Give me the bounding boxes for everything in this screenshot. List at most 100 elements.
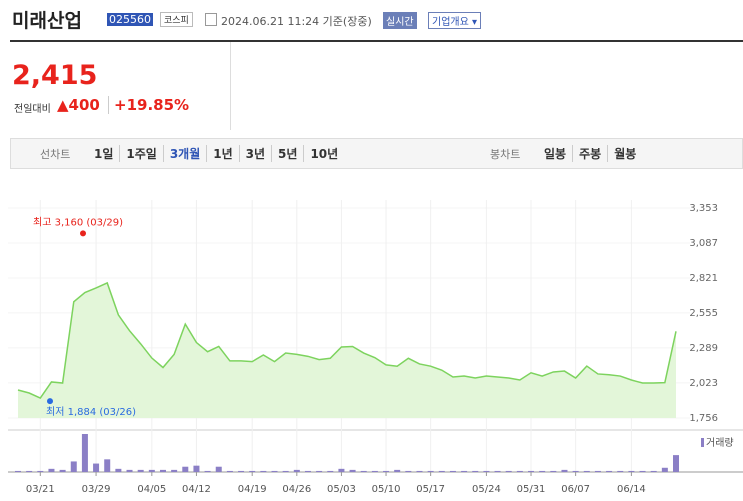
volume-bar [338, 468, 345, 472]
volume-bar [583, 470, 590, 472]
volume-bar [405, 470, 412, 472]
header-rule [10, 40, 743, 42]
volume-bar [126, 469, 133, 472]
y-tick-label: 2,289 [689, 343, 718, 354]
volume-bar [104, 459, 111, 472]
x-tick-label: 05/24 [472, 484, 501, 495]
x-tick-label: 06/14 [617, 484, 646, 495]
volume-bar [427, 470, 434, 472]
volume-bar [572, 470, 579, 472]
y-tick-label: 2,821 [689, 273, 718, 284]
area [18, 282, 676, 418]
volume-bar [81, 434, 88, 472]
volume-bar [416, 470, 423, 472]
y-tick-label: 2,023 [689, 378, 718, 389]
period-tab[interactable]: 3개월 [162, 145, 206, 162]
volume-bar [528, 470, 535, 472]
line-tab-label: 선차트 [40, 148, 71, 161]
volume-bar [561, 469, 568, 472]
volume-bar [215, 466, 222, 472]
period-tab[interactable]: 주봉 [572, 145, 607, 162]
volume-bar [461, 470, 468, 472]
x-tick-label: 03/29 [82, 484, 111, 495]
price-line [17, 281, 677, 399]
volume-bar [516, 470, 523, 472]
x-tick-label: 04/26 [282, 484, 311, 495]
volume-bar [650, 470, 657, 472]
stock-name: 미래산업 [12, 10, 82, 32]
tab-bar [10, 138, 743, 169]
volume-bar [617, 470, 624, 472]
volume-bar [449, 470, 456, 472]
market-badge: 코스피 [160, 12, 193, 27]
company-info-button[interactable]: 기업개요 ▾ [428, 12, 482, 29]
x-tick-label: 04/12 [182, 484, 211, 495]
volume-bar [238, 470, 245, 472]
volume-bar [360, 470, 367, 472]
x-tick-label: 04/19 [238, 484, 267, 495]
candle-periods: 일봉 주봉 월봉 [538, 145, 642, 162]
y-tick-label: 2,555 [689, 308, 718, 319]
volume-bar [148, 469, 155, 472]
volume-bar [483, 470, 490, 472]
volume-bar [539, 470, 546, 472]
change-rate: +19.85% [108, 96, 189, 114]
y-tick-label: 3,353 [689, 203, 718, 214]
stock-code: 025560 [107, 13, 153, 26]
volume-bar [15, 470, 21, 472]
volume-bar [293, 469, 300, 472]
volume-bar [438, 470, 445, 472]
low-annotation: 최저 1,884 (03/26) [46, 406, 136, 418]
volume-bar [182, 466, 189, 472]
period-tab[interactable]: 일봉 [544, 147, 567, 161]
volume-bar [260, 470, 267, 472]
x-tick-label: 04/05 [137, 484, 166, 495]
x-tick-label: 03/21 [26, 484, 55, 495]
volume-bar [193, 465, 200, 472]
volume-bar [661, 467, 668, 472]
y-tick-label: 1,756 [689, 413, 718, 424]
volume-bar [673, 455, 679, 472]
volume-bar [371, 470, 378, 472]
high-annotation: 최고 3,160 (03/29) [33, 216, 123, 228]
quote-box [10, 42, 231, 130]
change-value: 400 [68, 96, 100, 114]
volume-bar [159, 469, 166, 472]
period-tab[interactable]: 10년 [303, 145, 344, 162]
period-tab[interactable]: 1년 [206, 145, 238, 162]
volume-bar [226, 470, 233, 472]
volume-legend-swatch [701, 438, 704, 447]
volume-bar [628, 470, 635, 472]
period-tab[interactable]: 월봉 [607, 145, 642, 162]
volume-bar [550, 470, 557, 472]
x-tick-label: 05/17 [416, 484, 445, 495]
low-marker [47, 398, 53, 405]
volume-bar [204, 470, 211, 472]
x-tick-label: 05/10 [372, 484, 401, 495]
timestamp: 2024.06.21 11:24 기준(장중) [221, 15, 372, 28]
x-tick-label: 05/03 [327, 484, 356, 495]
volume-bar [304, 470, 311, 472]
y-tick-label: 3,087 [689, 238, 718, 249]
volume-bar [639, 470, 646, 472]
volume-bar [137, 469, 144, 472]
volume-bar [59, 469, 66, 472]
company-info-text: 기업개요 [432, 17, 469, 28]
volume-bar [383, 470, 390, 472]
period-tab[interactable]: 3년 [238, 145, 271, 162]
line-periods: 1일 1주일 3개월 1년 3년 5년 10년 [88, 145, 344, 162]
period-tab[interactable]: 1주일 [119, 145, 162, 162]
volume-bar [606, 470, 613, 472]
period-tab[interactable]: 1일 [94, 147, 114, 161]
x-tick-label: 05/31 [517, 484, 546, 495]
realtime-button[interactable]: 실시간 [383, 12, 417, 29]
volume-bar [316, 470, 323, 472]
volume-bar [48, 468, 55, 472]
volume-bar [37, 470, 44, 472]
volume-bar [249, 470, 256, 472]
volume-bar [26, 470, 33, 472]
volume-bar [171, 469, 178, 472]
period-tab[interactable]: 5년 [271, 145, 303, 162]
